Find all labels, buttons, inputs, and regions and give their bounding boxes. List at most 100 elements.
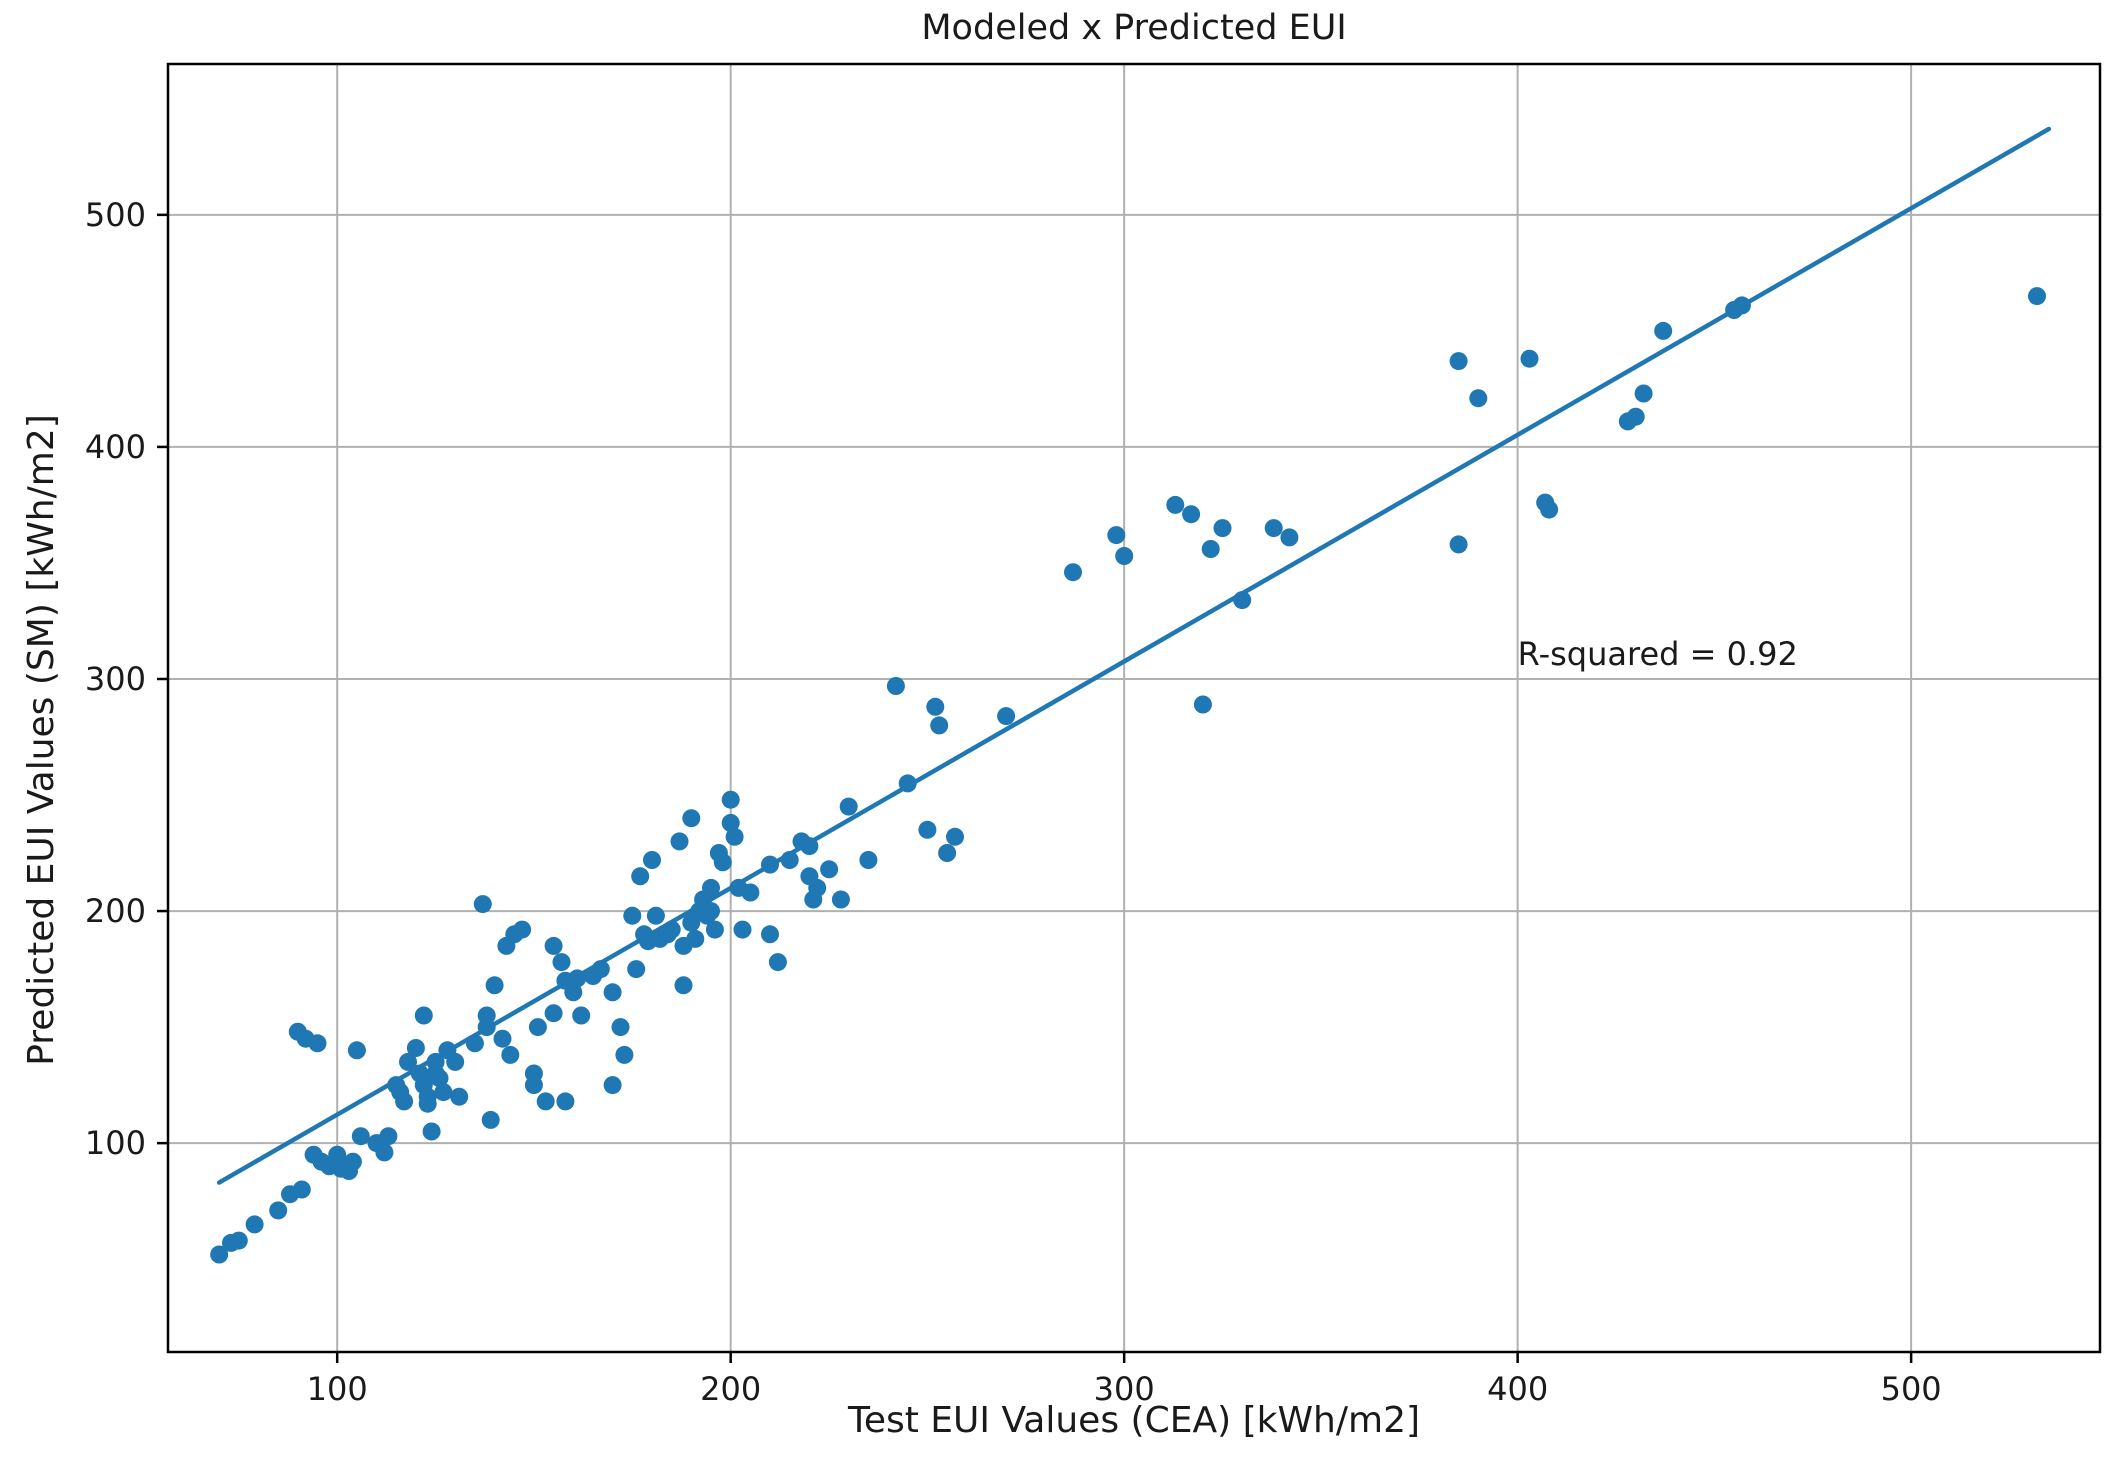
data-point <box>713 853 732 872</box>
data-point <box>513 920 532 939</box>
data-point <box>930 716 949 735</box>
data-point <box>918 820 937 839</box>
data-point <box>1449 352 1468 371</box>
data-point <box>430 1069 449 1088</box>
data-point <box>544 1004 563 1023</box>
scatter-points <box>210 287 2046 1264</box>
data-point <box>406 1039 425 1057</box>
data-point <box>1654 321 1673 340</box>
data-point <box>623 906 642 925</box>
data-point <box>343 1152 362 1171</box>
data-point <box>702 878 720 897</box>
data-point <box>721 790 740 809</box>
data-point <box>422 1122 441 1141</box>
data-point <box>808 878 827 897</box>
data-point <box>536 1092 555 1111</box>
data-point <box>1540 500 1559 519</box>
data-point <box>1449 535 1468 554</box>
data-point <box>1520 349 1539 368</box>
data-point <box>1201 540 1220 558</box>
data-point <box>725 827 744 846</box>
data-point <box>1233 591 1252 610</box>
data-point <box>611 1018 630 1037</box>
data-point <box>1732 296 1751 315</box>
data-point <box>741 883 760 902</box>
data-point <box>1064 563 1082 582</box>
data-point <box>761 855 779 874</box>
tick-marks-and-labels: 100 200 300 400 500 100 200 300 400 500 <box>85 196 1942 1408</box>
data-point <box>603 983 622 1002</box>
data-point <box>1264 519 1283 538</box>
data-point <box>686 929 705 948</box>
data-point <box>615 1045 634 1064</box>
data-point <box>528 1018 547 1037</box>
data-point <box>1115 547 1134 565</box>
data-point <box>859 851 878 869</box>
data-point <box>375 1143 394 1162</box>
data-point <box>564 983 583 1002</box>
data-point <box>674 976 693 995</box>
data-point <box>831 890 850 909</box>
data-point <box>308 1034 327 1053</box>
data-point <box>780 851 799 869</box>
x-tick-label: 400 <box>1487 1370 1548 1408</box>
data-point <box>926 697 945 716</box>
data-point <box>229 1231 248 1250</box>
data-point <box>627 960 646 979</box>
data-point <box>556 1092 575 1111</box>
r-squared-annotation: R-squared = 0.92 <box>1518 635 1798 673</box>
y-tick-label: 300 <box>85 660 146 698</box>
data-point <box>1166 495 1185 514</box>
data-point <box>643 851 661 869</box>
data-point <box>446 1052 465 1071</box>
data-point <box>603 1076 622 1095</box>
data-point <box>434 1083 453 1102</box>
data-point <box>768 953 787 972</box>
y-tick-label: 400 <box>85 428 146 466</box>
data-point <box>702 902 720 921</box>
data-point <box>568 969 587 988</box>
data-point <box>670 832 689 851</box>
grid-lines <box>168 64 2100 1352</box>
data-point <box>477 1018 496 1037</box>
data-point <box>646 906 665 925</box>
data-point <box>399 1052 417 1071</box>
data-point <box>721 813 740 832</box>
data-point <box>245 1215 264 1234</box>
data-point <box>1193 695 1212 714</box>
data-point <box>379 1127 398 1146</box>
data-point <box>395 1092 414 1111</box>
x-tick-label: 300 <box>1094 1370 1155 1408</box>
data-point <box>1469 389 1488 408</box>
data-point <box>1280 528 1299 547</box>
y-tick-label: 100 <box>85 1124 146 1162</box>
chart-title: Modeled x Predicted EUI <box>921 8 1347 48</box>
data-point <box>1634 384 1653 403</box>
data-point <box>210 1245 229 1264</box>
data-point <box>631 867 650 886</box>
data-point <box>839 797 858 816</box>
data-point <box>450 1087 469 1106</box>
data-point <box>328 1145 347 1164</box>
data-point <box>1107 526 1126 545</box>
data-point <box>473 895 492 914</box>
data-point <box>544 936 563 955</box>
data-point <box>414 1006 433 1025</box>
data-point <box>552 953 571 972</box>
data-point <box>946 827 964 846</box>
data-point <box>501 1045 520 1064</box>
data-point <box>493 1029 512 1048</box>
x-tick-label: 200 <box>700 1370 761 1408</box>
data-point <box>485 976 504 995</box>
data-point <box>465 1034 484 1053</box>
data-point <box>1626 407 1645 426</box>
data-point <box>524 1076 543 1095</box>
data-point <box>572 1006 591 1025</box>
data-point <box>591 960 610 979</box>
data-point <box>351 1127 370 1146</box>
x-tick-label: 100 <box>307 1370 368 1408</box>
data-point <box>1213 519 1232 538</box>
data-point <box>997 707 1016 726</box>
